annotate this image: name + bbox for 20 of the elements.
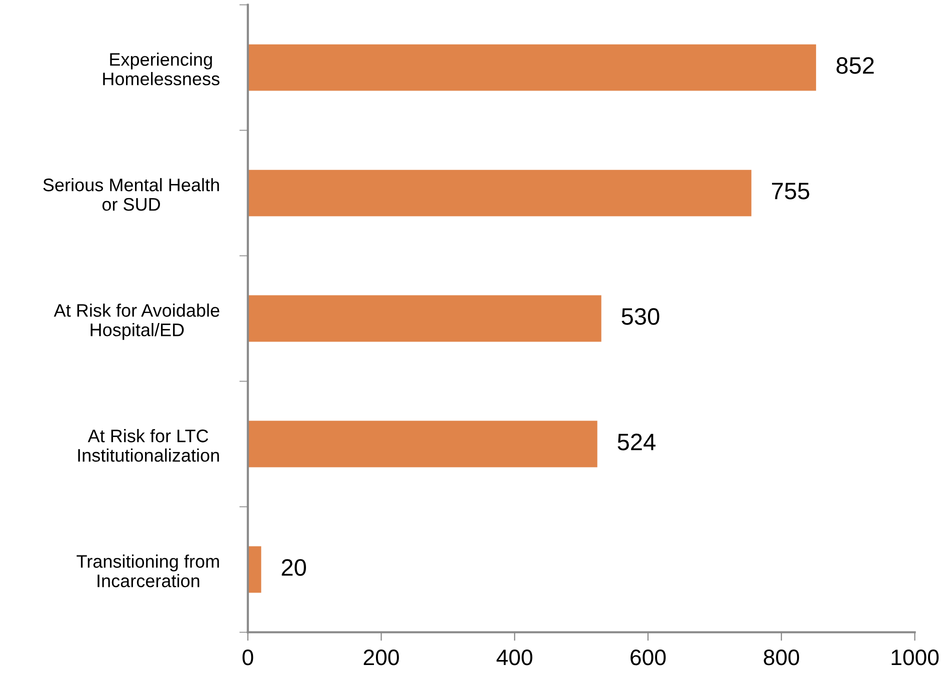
x-tick-label: 600	[630, 650, 666, 666]
x-tick-label: 0	[242, 650, 254, 666]
data-label: 755	[772, 182, 810, 200]
y-tick-label: At Risk for LTC Institutionalization	[78, 429, 219, 462]
x-tick-label: 800	[764, 650, 800, 666]
x-tick-label: 400	[496, 650, 532, 666]
data-label: 530	[622, 308, 660, 325]
data-label: 20	[282, 559, 306, 576]
bar	[248, 420, 598, 468]
x-tick-label: 200	[364, 650, 399, 666]
y-tick-label: Experiencing Homelessness	[103, 52, 220, 86]
y-tick-label: Transitioning from Incarceration	[76, 554, 219, 588]
x-tick-label: 1000	[892, 650, 939, 666]
bar	[248, 170, 752, 216]
data-label: 852	[836, 57, 874, 74]
bar	[248, 44, 816, 91]
bar	[248, 295, 602, 342]
data-label: 524	[618, 434, 656, 450]
y-tick-label: Serious Mental Health or SUD	[43, 178, 219, 211]
y-tick-label: At Risk for Avoidable Hospital/ED	[54, 304, 220, 340]
